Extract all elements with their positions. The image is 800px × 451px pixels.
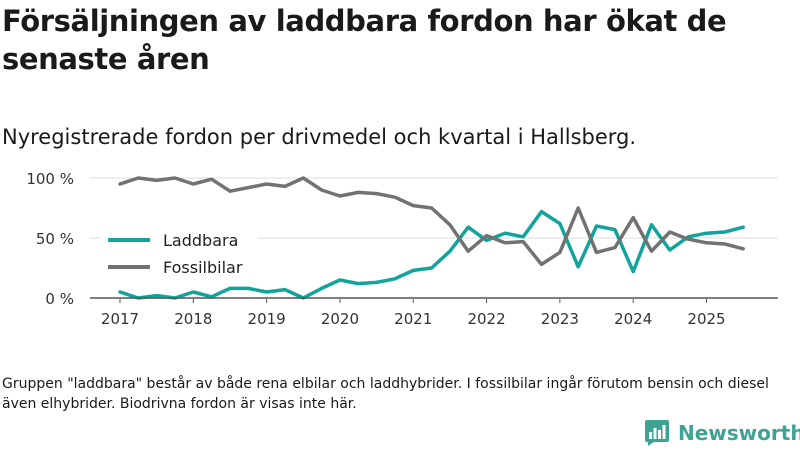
y-tick-label: 0 % [45, 290, 74, 308]
y-tick-label: 100 % [26, 170, 74, 188]
newsworthy-logo-icon [645, 420, 669, 446]
legend-label: Fossilbilar [163, 258, 243, 277]
brand-logo: Newsworthy [644, 419, 800, 449]
x-tick-label: 2017 [101, 310, 139, 328]
x-tick-label: 2024 [614, 310, 652, 328]
brand-name: Newsworthy [678, 421, 800, 445]
legend: Laddbara Fossilbilar [100, 227, 258, 280]
chart-subtitle: Nyregistrerade fordon per drivmedel och … [2, 125, 637, 149]
series-line-laddbara [118, 209, 745, 300]
series-lines [118, 176, 745, 300]
x-tick-label: 2025 [687, 310, 725, 328]
tick-labels: 0 % 50 % 100 % 2017 2018 2019 2020 2021 2022 2023… [26, 170, 725, 328]
y-tick-label: 50 % [36, 230, 74, 248]
x-tick-label: 2023 [541, 310, 579, 328]
x-axis-ticks [119, 299, 707, 303]
x-tick-label: 2018 [174, 310, 212, 328]
x-tick-label: 2020 [321, 310, 359, 328]
x-tick-label: 2021 [394, 310, 432, 328]
footnote: Gruppen "laddbara" består av både rena e… [2, 376, 769, 412]
legend-label: Laddbara [163, 231, 238, 250]
chart-title: Försäljningen av laddbara fordon har öka… [2, 4, 727, 76]
series-line-fossilbilar [118, 176, 745, 267]
x-tick-label: 2022 [467, 310, 505, 328]
x-tick-label: 2019 [248, 310, 286, 328]
line-chart: 0 % 50 % 100 % 2017 2018 2019 2020 2021 2022 2023… [26, 170, 778, 328]
